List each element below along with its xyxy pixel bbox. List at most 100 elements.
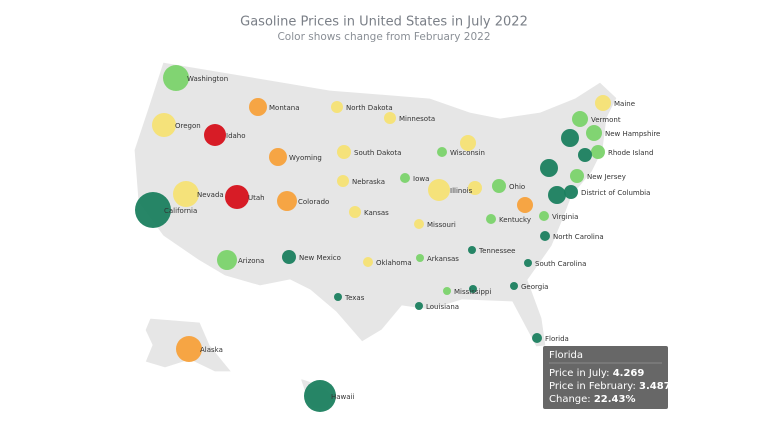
state-label: Minnesota: [399, 115, 435, 123]
state-bubble: [539, 211, 549, 221]
state-label: Wyoming: [289, 154, 322, 162]
state-label: Utah: [248, 194, 265, 202]
state-label: Missouri: [427, 221, 456, 229]
state-bubble: [443, 287, 451, 295]
state-bubble: [469, 285, 477, 293]
state-label: New Mexico: [299, 254, 341, 262]
state-label: Alaska: [200, 346, 223, 354]
state-label: Texas: [344, 294, 365, 302]
state-label: District of Columbia: [581, 189, 650, 197]
state-label: Washington: [187, 75, 228, 83]
state-bubble: [282, 250, 296, 264]
state-label: New Hampshire: [605, 130, 660, 138]
state-label: North Carolina: [553, 233, 604, 241]
chart-title: Gasoline Prices in United States in July…: [240, 15, 528, 30]
state-bubble: [225, 185, 249, 209]
state-label: Ohio: [509, 183, 525, 191]
state-bubble: [591, 145, 605, 159]
tooltip-row: Change: 22.43%: [549, 394, 636, 405]
state-label: Mississippi: [454, 288, 491, 296]
state-bubble: [414, 219, 424, 229]
state-label: Rhode Island: [608, 149, 653, 157]
state-bubble: [163, 65, 189, 91]
state-label: Oregon: [175, 122, 201, 130]
contiguous-us: [133, 61, 618, 348]
state-label: Louisiana: [426, 303, 459, 311]
state-bubble: [249, 98, 267, 116]
chart-subtitle: Color shows change from February 2022: [277, 31, 490, 43]
state-bubble: [437, 147, 447, 157]
state-label: Oklahoma: [376, 259, 412, 267]
state-bubble: [135, 192, 171, 228]
state-bubble: [595, 95, 611, 111]
tooltip-label: Change:: [549, 394, 591, 405]
state-bubble: [304, 380, 336, 412]
state-bubble: [540, 231, 550, 241]
state-bubble: [415, 302, 423, 310]
state-bubble: [384, 112, 396, 124]
state-bubble: [540, 159, 558, 177]
state-bubble: [532, 333, 542, 343]
state-bubble: [277, 191, 297, 211]
tooltip-value: 3.487: [639, 381, 671, 392]
state-bubble: [570, 169, 584, 183]
state-bubble: [331, 101, 343, 113]
state-label: North Dakota: [346, 104, 393, 112]
tooltip-row: Price in February: 3.487: [549, 381, 671, 392]
state-bubble: [152, 113, 176, 137]
state-bubble: [578, 148, 592, 162]
state-label: Wisconsin: [450, 149, 485, 157]
state-bubble: [337, 175, 349, 187]
state-bubble: [564, 185, 578, 199]
state-label: Iowa: [413, 175, 429, 183]
tooltip-box: [543, 346, 668, 409]
state-bubble: [486, 214, 496, 224]
state-label: Hawaii: [331, 393, 355, 401]
state-label: Georgia: [521, 283, 548, 291]
state-bubble: [517, 197, 533, 213]
state-label: Nebraska: [352, 178, 385, 186]
tooltip: Florida Price in July: 4.269 Price in Fe…: [543, 346, 671, 409]
tooltip-label: Price in July:: [549, 368, 610, 379]
state-label: Montana: [269, 104, 300, 112]
state-bubble: [586, 125, 602, 141]
state-bubble: [217, 250, 237, 270]
state-label: Nevada: [197, 191, 224, 199]
state-bubble: [510, 282, 518, 290]
state-bubble: [460, 135, 476, 151]
state-label: Tennessee: [478, 247, 515, 255]
state-label: New Jersey: [587, 173, 626, 181]
state-label: Idaho: [226, 132, 246, 140]
state-label: Kentucky: [499, 216, 531, 224]
state-bubble: [428, 179, 450, 201]
state-bubble: [572, 111, 588, 127]
state-bubble: [334, 293, 342, 301]
state-label: Florida: [545, 335, 569, 343]
state-bubble: [337, 145, 351, 159]
tooltip-label: Price in February:: [549, 381, 636, 392]
state-bubble: [204, 124, 226, 146]
state-label: Kansas: [364, 209, 389, 217]
state-label: South Dakota: [354, 149, 401, 157]
state-bubble: [349, 206, 361, 218]
state-label: Virginia: [552, 213, 578, 221]
state-label: Colorado: [298, 198, 329, 206]
state-bubble: [492, 179, 506, 193]
state-label: South Carolina: [535, 260, 586, 268]
state-bubble: [468, 246, 476, 254]
state-label: Arkansas: [427, 255, 459, 263]
state-bubble: [524, 259, 532, 267]
tooltip-row: Price in July: 4.269: [549, 368, 644, 379]
state-bubble: [468, 181, 482, 195]
state-label: California: [164, 207, 197, 215]
state-bubble: [548, 186, 566, 204]
tooltip-title: Florida: [549, 350, 583, 361]
state-label: Arizona: [238, 257, 264, 265]
state-bubble: [561, 129, 579, 147]
tooltip-value: 22.43%: [594, 394, 636, 405]
state-label: Illinois: [450, 187, 473, 195]
state-bubble: [416, 254, 424, 262]
state-bubble: [363, 257, 373, 267]
tooltip-value: 4.269: [613, 368, 645, 379]
